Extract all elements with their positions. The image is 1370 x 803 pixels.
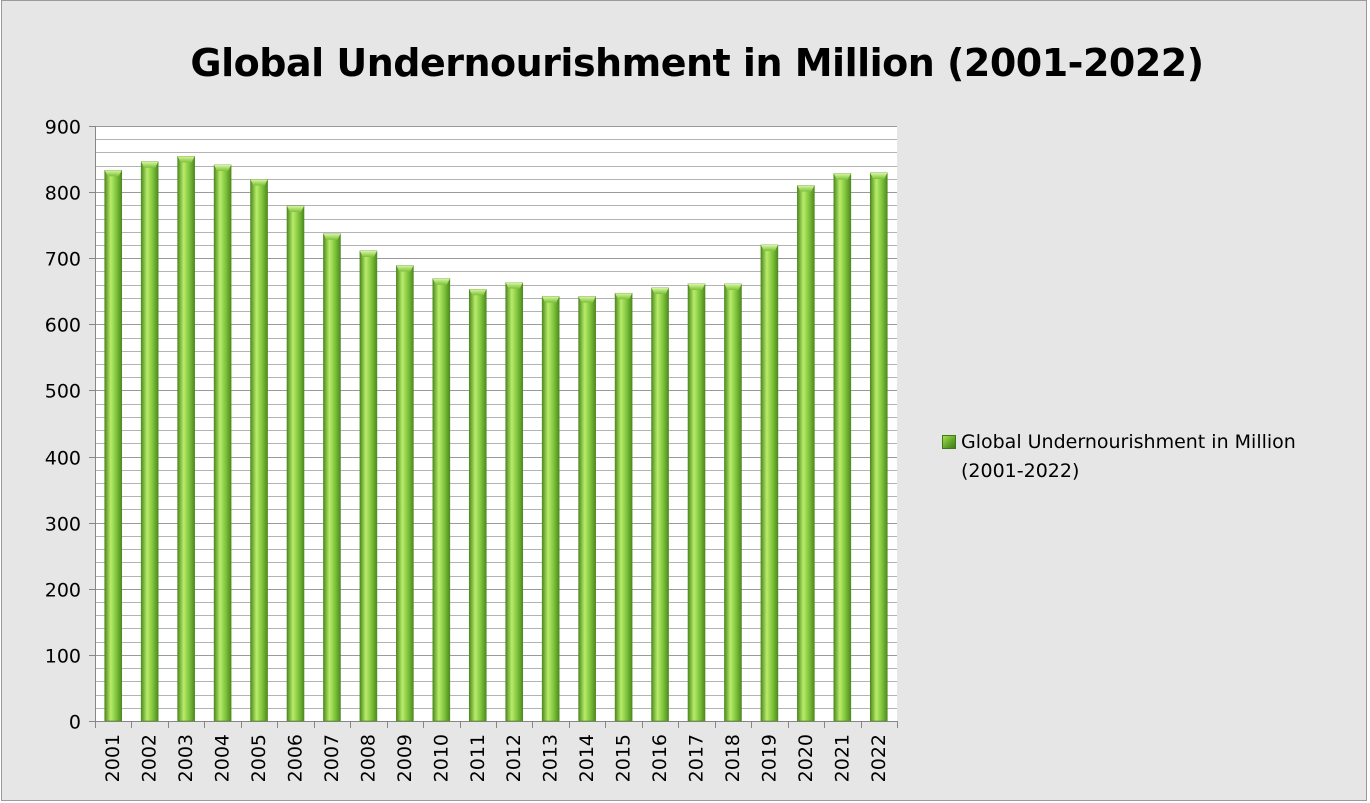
y-tick-label: 600 <box>45 315 81 337</box>
bar <box>760 244 779 722</box>
bar-cap <box>287 205 304 212</box>
y-tick-label: 300 <box>45 514 81 536</box>
chart-title: Global Undernourishment in Million (2001… <box>190 41 1204 85</box>
x-tick-label: 2008 <box>357 734 379 782</box>
bar <box>797 185 815 722</box>
bar-cap <box>214 165 232 172</box>
bar-cap <box>396 265 414 272</box>
y-tick-label: 900 <box>45 117 81 139</box>
bar <box>286 205 305 722</box>
bar-cap <box>724 284 742 291</box>
x-tick-label: 2020 <box>795 734 817 782</box>
bar <box>833 173 852 722</box>
bar-cap <box>651 287 669 294</box>
bar-cap <box>542 296 560 303</box>
bar <box>432 278 451 722</box>
bar-cap <box>833 173 851 180</box>
bar-cap <box>578 296 596 303</box>
bar <box>359 250 378 722</box>
y-tick-label: 200 <box>45 580 81 602</box>
y-tick-label: 500 <box>45 381 81 403</box>
bar <box>396 265 414 722</box>
bar <box>651 287 669 722</box>
x-tick-label: 2021 <box>831 734 853 782</box>
bar <box>468 288 487 722</box>
x-tick-label: 2011 <box>467 734 489 782</box>
bar <box>614 292 633 722</box>
bar-cap <box>250 179 268 186</box>
bar-cap <box>359 250 377 257</box>
x-tick-label: 2007 <box>321 734 343 782</box>
bar-cap <box>615 293 633 300</box>
bar <box>687 283 706 722</box>
x-tick-label: 2005 <box>248 734 270 782</box>
legend-label: Global Undernourishment in Million (2001… <box>961 431 1296 482</box>
x-tick-label: 2001 <box>102 734 124 782</box>
x-tick-label: 2010 <box>430 734 452 782</box>
x-tick-label: 2018 <box>722 734 744 782</box>
y-tick-label: 800 <box>45 183 81 205</box>
y-tick-label: 0 <box>69 712 81 734</box>
x-tick-label: 2022 <box>868 734 890 782</box>
x-tick-label: 2012 <box>503 734 525 782</box>
bar-cap <box>469 289 487 296</box>
x-tick-label: 2015 <box>613 734 635 782</box>
bar <box>323 233 341 722</box>
bar-cap <box>104 170 122 177</box>
bar <box>869 172 888 722</box>
bar-cap <box>177 156 195 163</box>
x-tick-label: 2002 <box>139 734 161 782</box>
x-tick-label: 2006 <box>285 734 307 782</box>
bar-cap <box>760 245 778 251</box>
y-tick-label: 100 <box>45 646 81 668</box>
bar-cap <box>432 278 450 285</box>
y-tick-label: 400 <box>45 448 81 470</box>
bar <box>541 296 560 722</box>
bar-cap <box>505 282 523 289</box>
x-tick-label: 2009 <box>394 734 416 782</box>
y-tick-label: 700 <box>45 249 81 271</box>
bar <box>213 164 232 722</box>
bar-cap <box>870 172 888 179</box>
x-tick-label: 2016 <box>649 734 671 782</box>
bar <box>250 179 268 722</box>
bar <box>505 282 524 722</box>
bar-cap <box>323 233 341 240</box>
bar <box>140 161 159 722</box>
bar <box>104 169 123 722</box>
x-tick-label: 2013 <box>540 734 562 782</box>
x-tick-label: 2004 <box>212 734 234 782</box>
x-tick-label: 2014 <box>576 734 598 782</box>
bar-cap <box>688 284 705 291</box>
bar <box>177 156 195 722</box>
x-tick-label: 2017 <box>686 734 708 782</box>
legend-swatch <box>942 435 956 449</box>
legend: Global Undernourishment in Million (2001… <box>942 428 1362 486</box>
x-tick-label: 2019 <box>758 734 780 782</box>
bar <box>724 283 742 722</box>
bar-cap <box>141 161 159 168</box>
x-tick-label: 2003 <box>175 734 197 782</box>
bar <box>578 296 596 722</box>
bar-cap <box>797 185 815 192</box>
